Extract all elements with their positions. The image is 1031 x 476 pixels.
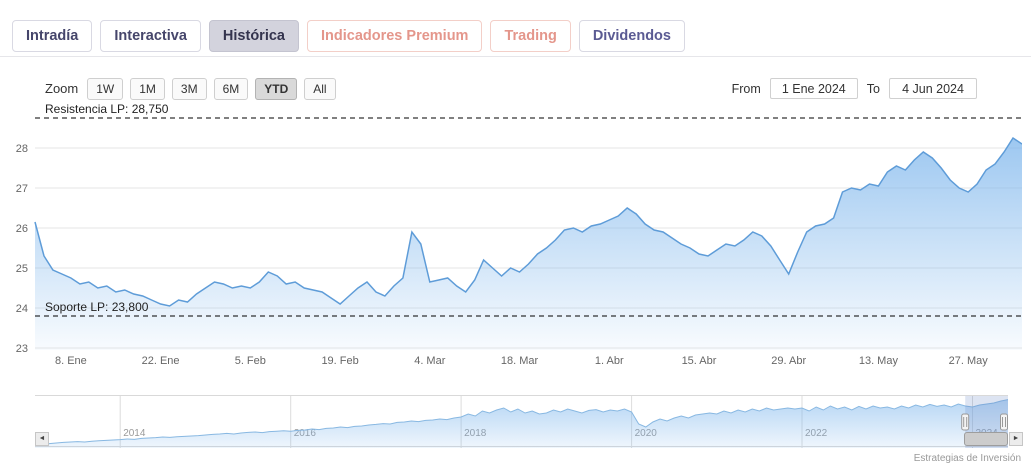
date-range: From To: [732, 78, 977, 99]
scrollbar-right-arrow-icon[interactable]: ►: [1009, 432, 1023, 446]
zoom-button-all[interactable]: All: [304, 77, 336, 100]
y-axis-label: 23: [16, 343, 28, 355]
tab-trading[interactable]: Trading: [490, 20, 571, 52]
zoom-label: Zoom: [45, 81, 79, 96]
tab-intradia[interactable]: Intradía: [12, 20, 93, 52]
tab-interactiva[interactable]: Interactiva: [100, 20, 201, 52]
zoom-button-1m[interactable]: 1M: [130, 77, 165, 100]
x-axis-label: 5. Feb: [235, 355, 266, 367]
tab-indicadores-premium[interactable]: Indicadores Premium: [306, 20, 483, 52]
y-axis-label: 24: [16, 303, 28, 315]
stock-chart-page: Intradía Interactiva Histórica Indicadores …: [0, 0, 1031, 464]
scrollbar-thumb[interactable]: [964, 432, 1008, 446]
x-axis-label: 19. Feb: [321, 355, 358, 367]
tab-historica[interactable]: Histórica: [208, 20, 299, 52]
tabs-divider: [0, 56, 1031, 57]
to-date-input[interactable]: [889, 78, 977, 99]
scrollbar-left-arrow-icon[interactable]: ◄: [35, 432, 49, 446]
x-axis-label: 13. May: [859, 355, 899, 367]
x-axis-label: 18. Mar: [501, 355, 539, 367]
x-axis-label: 15. Abr: [682, 355, 717, 367]
x-axis-label: 8. Ene: [55, 355, 87, 367]
x-axis-label: 29. Abr: [771, 355, 806, 367]
zoom-button-6m[interactable]: 6M: [213, 77, 249, 100]
y-axis-label: 25: [16, 263, 28, 275]
main-chart-svg[interactable]: 23 24 25 26 27 28 8. Ene 22. Ene 5. Feb 19. Feb 4.…: [0, 100, 1022, 372]
x-axis-label: 27. May: [949, 355, 989, 367]
from-date-input[interactable]: [769, 78, 858, 99]
resistance-line-label: Resistencia LP: 28,750: [45, 101, 169, 116]
zoom-button-ytd[interactable]: YTD: [255, 77, 298, 100]
zoom-button-3m[interactable]: 3M: [171, 77, 207, 100]
zoom-button-1w[interactable]: 1W: [87, 77, 124, 100]
navigator-area-series: [35, 399, 1008, 448]
zoom-buttons: 1W 1M 3M 6M YTD All: [80, 77, 336, 100]
credits-text: Estrategias de Inversión: [913, 453, 1021, 464]
price-line-series: [34, 136, 1022, 307]
range-selector: Zoom 1W 1M 3M 6M YTD All From To: [0, 57, 1031, 100]
y-axis-label: 26: [16, 223, 28, 235]
x-axis-label: 4. Mar: [414, 355, 446, 367]
navigator-right-handle[interactable]: [1000, 413, 1008, 431]
navigator-line-series: [35, 399, 1008, 446]
main-chart-area: 23 24 25 26 27 28 8. Ene 22. Ene 5. Feb 19. Feb 4.…: [0, 100, 1031, 372]
y-axis-label: 28: [16, 143, 28, 155]
navigator-chart-svg[interactable]: 201420162018202020222024: [35, 396, 1008, 448]
to-label: To: [866, 81, 880, 96]
chart-tabs: Intradía Interactiva Histórica Indicadores …: [0, 0, 1031, 52]
x-axis-label: 22. Ene: [142, 355, 180, 367]
price-area-series: [35, 138, 1022, 350]
x-axis-label: 1. Abr: [595, 355, 624, 367]
navigator-year-label: 2014: [123, 428, 146, 439]
tab-dividendos[interactable]: Dividendos: [578, 20, 685, 52]
support-line-label: Soporte LP: 23,800: [45, 300, 149, 314]
navigator-left-handle[interactable]: [961, 413, 970, 431]
navigator: 201420162018202020222024 ◄ ►: [35, 395, 1023, 448]
y-axis-label: 27: [16, 183, 28, 195]
from-label: From: [731, 81, 761, 96]
